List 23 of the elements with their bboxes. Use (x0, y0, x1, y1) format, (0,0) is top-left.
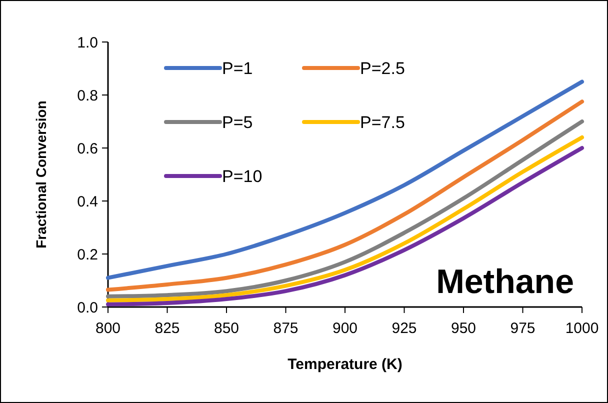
legend-label: P=7.5 (360, 112, 405, 132)
y-axis-title: Fractional Conversion (33, 100, 49, 248)
y-tick-label: 0.4 (77, 193, 98, 210)
y-tick-label: 0.8 (77, 87, 98, 104)
y-tick-label: 0.6 (77, 140, 98, 158)
x-tick-label: 1000 (565, 320, 599, 337)
legend-label: P=10 (222, 166, 262, 186)
legend-label: P=1 (222, 58, 253, 78)
y-tick-label: 1.0 (77, 34, 98, 52)
x-axis-title: Temperature (K) (288, 356, 402, 373)
x-tick-label: 925 (392, 320, 417, 337)
y-tick-label: 0.2 (77, 246, 98, 264)
legend-label: P=5 (222, 112, 253, 132)
x-tick-label: 875 (273, 320, 298, 337)
y-tick-label: 0.0 (77, 299, 98, 316)
x-tick-label: 950 (450, 320, 476, 337)
x-tick-label: 850 (214, 320, 240, 337)
annotation: Methane (436, 263, 574, 301)
legend-label: P=2.5 (360, 58, 405, 78)
x-tick-label: 900 (332, 320, 358, 337)
x-tick-label: 825 (154, 320, 180, 337)
x-tick-label: 975 (510, 320, 536, 337)
x-tick-label: 800 (95, 320, 121, 337)
